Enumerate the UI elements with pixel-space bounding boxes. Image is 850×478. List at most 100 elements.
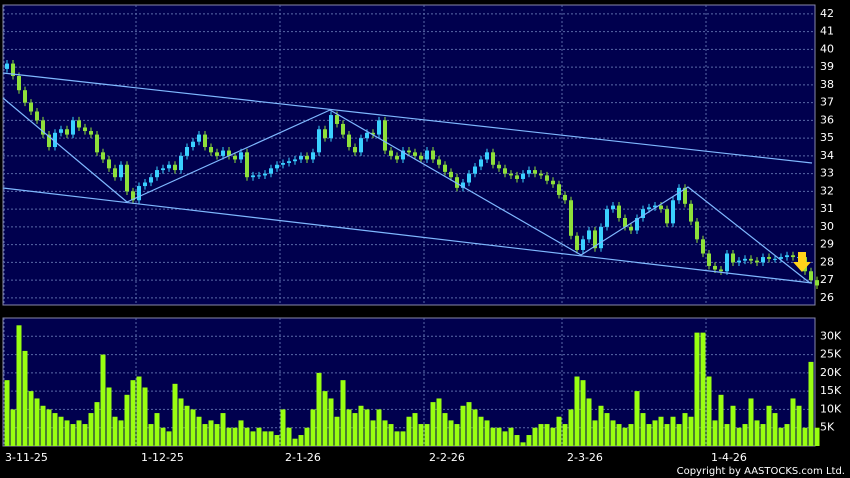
volume-bar xyxy=(574,376,580,446)
volume-bar xyxy=(58,416,64,446)
volume-bar xyxy=(316,372,322,446)
candle-body xyxy=(47,134,51,148)
candle-body xyxy=(269,168,273,174)
volume-bar xyxy=(190,409,196,446)
candle-body xyxy=(725,253,729,272)
volume-bar xyxy=(760,424,766,446)
volume-bar xyxy=(640,413,646,446)
y-tick-label: 25K xyxy=(820,348,842,361)
candle-body xyxy=(773,258,777,260)
candle-body xyxy=(209,147,213,153)
candle-body xyxy=(767,257,771,259)
volume-bar xyxy=(10,409,16,446)
volume-bar xyxy=(202,424,208,446)
volume-bar xyxy=(64,420,70,446)
volume-bar xyxy=(526,435,532,446)
candle-body xyxy=(23,90,27,103)
candle-body xyxy=(17,76,21,91)
y-tick-label: 34 xyxy=(820,149,834,162)
volume-bar xyxy=(346,409,352,446)
volume-bar xyxy=(496,427,502,446)
y-tick-label: 20K xyxy=(820,366,842,379)
y-tick-label: 26 xyxy=(820,291,834,304)
volume-bar xyxy=(610,420,616,446)
candle-body xyxy=(227,150,231,156)
candle-body xyxy=(173,164,177,171)
candle-body xyxy=(611,205,615,210)
volume-bar xyxy=(286,427,292,446)
candle-body xyxy=(599,226,603,249)
candle-body xyxy=(617,205,621,219)
volume-bar xyxy=(502,431,508,446)
volume-bar xyxy=(418,424,424,446)
candle-body xyxy=(641,209,645,219)
candle-body xyxy=(29,102,33,112)
volume-bar xyxy=(34,398,40,446)
candle-body xyxy=(149,177,153,183)
candle-body xyxy=(689,203,693,222)
candle-body xyxy=(581,239,585,250)
candle-body xyxy=(191,141,195,148)
candle-body xyxy=(677,187,681,201)
volume-bar xyxy=(304,427,310,446)
candle-body xyxy=(659,205,663,210)
x-tick-label: 2-2-26 xyxy=(429,451,465,464)
volume-bar xyxy=(796,405,802,446)
volume-bar xyxy=(442,413,448,446)
volume-bar xyxy=(46,409,52,446)
candle-body xyxy=(563,194,567,201)
candle-body xyxy=(749,258,753,261)
y-tick-label: 30 xyxy=(820,220,834,233)
candle-body xyxy=(221,150,225,156)
volume-bar xyxy=(184,405,190,446)
candle-body xyxy=(77,120,81,128)
candle-body xyxy=(131,191,135,201)
upper-channel xyxy=(2,72,813,164)
volume-bar xyxy=(214,424,220,446)
volume-bar xyxy=(154,413,160,446)
volume-bar xyxy=(646,424,652,446)
volume-bar xyxy=(364,409,370,446)
candle-body xyxy=(761,257,765,263)
mark-layer xyxy=(4,60,820,446)
candle-body xyxy=(521,173,525,179)
candle-body xyxy=(101,152,105,160)
candle-body xyxy=(143,182,147,187)
volume-bar xyxy=(28,391,34,446)
y-tick-label: 38 xyxy=(820,78,834,91)
volume-bar xyxy=(466,402,472,446)
volume-bar xyxy=(694,332,700,446)
volume-bar xyxy=(682,413,688,446)
candle-body xyxy=(257,175,261,177)
volume-bar xyxy=(748,398,754,446)
volume-bar xyxy=(514,435,520,446)
candle-body xyxy=(383,120,387,151)
candle-body xyxy=(365,132,369,139)
candle-body xyxy=(755,260,759,263)
candle-body xyxy=(731,253,735,263)
candle-body xyxy=(701,239,705,254)
candle-body xyxy=(371,132,375,135)
candle-body xyxy=(779,257,783,259)
candle-body xyxy=(605,209,609,227)
candle-body xyxy=(197,134,201,142)
candle-body xyxy=(419,155,423,160)
candle-body xyxy=(341,123,345,135)
volume-bar xyxy=(52,413,58,446)
volume-bar xyxy=(160,427,166,446)
volume-bar xyxy=(22,350,28,446)
volume-bar xyxy=(520,442,526,446)
candle-body xyxy=(593,230,597,249)
candle-body xyxy=(791,255,795,258)
volume-bar xyxy=(118,420,124,446)
volume-bar xyxy=(664,424,670,446)
volume-bar xyxy=(472,409,478,446)
candle-body xyxy=(527,170,531,174)
volume-bar xyxy=(562,424,568,446)
volume-bar xyxy=(700,332,706,446)
candle-body xyxy=(347,134,351,148)
volume-bar xyxy=(778,427,784,446)
candle-body xyxy=(809,271,813,281)
y-tick-label: 42 xyxy=(820,7,834,20)
volume-bar xyxy=(310,409,316,446)
